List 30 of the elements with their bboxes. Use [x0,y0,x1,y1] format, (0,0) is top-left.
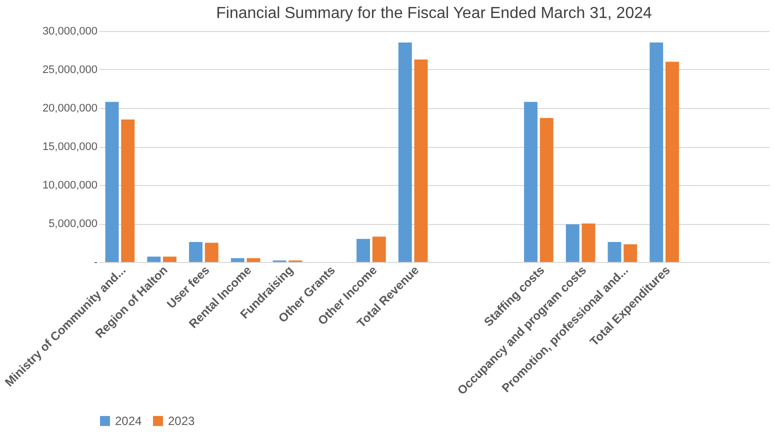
y-tick-label: 30,000,000 [42,26,98,38]
bar [566,224,580,262]
bar [608,242,622,262]
bar [163,256,176,262]
bar [121,120,135,262]
bar [666,62,679,262]
bar [356,238,370,262]
legend-label: 2024 [115,414,142,428]
y-tick-label: 10,000,000 [42,180,98,192]
bar [524,102,538,262]
chart-title: Financial Summary for the Fiscal Year Ended March 31, 2024 [216,5,652,22]
bar [582,224,596,262]
legend-label: 2023 [168,414,196,428]
bar [540,118,554,262]
bar [147,256,161,262]
bar [624,244,638,262]
y-tick-label: 25,000,000 [42,64,98,76]
bar [230,258,244,262]
y-tick-label: 15,000,000 [42,141,98,153]
y-tick-label: 20,000,000 [42,102,98,114]
bar [189,242,202,262]
bar [414,59,428,262]
bar [372,236,386,262]
y-tick-label: - [94,256,98,268]
bar [650,42,664,262]
bar [204,242,218,262]
bar [246,258,260,262]
y-tick-label: 5,000,000 [48,218,98,230]
bar [398,42,412,262]
bar [105,102,119,262]
